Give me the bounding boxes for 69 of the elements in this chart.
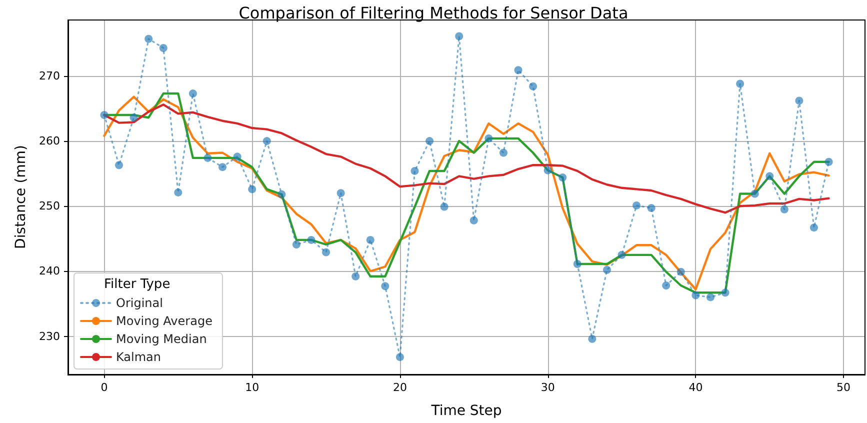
- y-tick-label: 260: [39, 134, 60, 148]
- x-tick-label: 30: [540, 381, 555, 394]
- point: [100, 111, 108, 120]
- point: [573, 260, 582, 268]
- chart-title: Comparison of Filtering Methods for Sensor Data: [238, 4, 628, 22]
- point: [676, 268, 685, 276]
- point: [618, 250, 626, 259]
- point: [558, 173, 567, 182]
- x-tick-label: 40: [688, 381, 703, 394]
- point: [766, 172, 774, 180]
- point: [426, 137, 434, 146]
- point: [588, 334, 596, 343]
- point: [233, 152, 242, 161]
- y-tick-label: 250: [39, 200, 60, 213]
- point: [810, 224, 818, 232]
- point: [455, 32, 464, 40]
- legend-label: Original: [116, 296, 163, 310]
- point: [721, 288, 730, 297]
- point: [130, 114, 138, 122]
- point: [602, 266, 611, 274]
- point: [484, 134, 493, 142]
- point: [381, 282, 390, 290]
- point: [396, 353, 404, 362]
- x-tick-label: 20: [392, 381, 407, 394]
- x-tick-label: 50: [836, 381, 851, 394]
- point: [706, 293, 714, 302]
- point: [544, 166, 552, 174]
- point: [736, 80, 744, 88]
- point: [352, 272, 360, 280]
- point: [307, 236, 316, 244]
- point: [218, 163, 227, 172]
- point: [632, 201, 641, 210]
- x-tick-label: 0: [100, 381, 108, 394]
- y-tick-label: 230: [39, 330, 60, 343]
- point: [410, 166, 419, 175]
- point: [440, 202, 448, 211]
- point: [780, 205, 788, 214]
- point: [278, 190, 286, 198]
- y-axis-title: Distance (mm): [13, 145, 30, 249]
- point: [204, 154, 212, 162]
- point: [692, 291, 700, 300]
- point: [174, 188, 182, 196]
- point: [529, 82, 538, 90]
- point: [499, 148, 508, 157]
- y-tick-label: 240: [39, 264, 60, 278]
- legend-label: Kalman: [116, 350, 161, 364]
- point: [322, 248, 330, 256]
- y-tick-label: 270: [39, 69, 60, 82]
- point: [366, 236, 374, 244]
- legend-label: Moving Average: [116, 314, 212, 328]
- point: [115, 161, 124, 170]
- point: [159, 44, 168, 52]
- legend-label: Moving Median: [116, 332, 207, 346]
- point: [262, 137, 271, 146]
- point: [750, 190, 759, 198]
- legend-title: Filter Type: [104, 277, 170, 292]
- point: [647, 204, 656, 212]
- point: [144, 34, 153, 43]
- point: [248, 185, 256, 194]
- point: [795, 96, 804, 105]
- point: [514, 66, 522, 74]
- x-tick-label: 10: [245, 381, 260, 394]
- point: [336, 189, 345, 198]
- x-axis-title: Time Step: [430, 403, 502, 419]
- point: [470, 216, 478, 224]
- point: [188, 90, 197, 98]
- point: [824, 158, 833, 166]
- point: [662, 282, 670, 290]
- point: [292, 240, 300, 248]
